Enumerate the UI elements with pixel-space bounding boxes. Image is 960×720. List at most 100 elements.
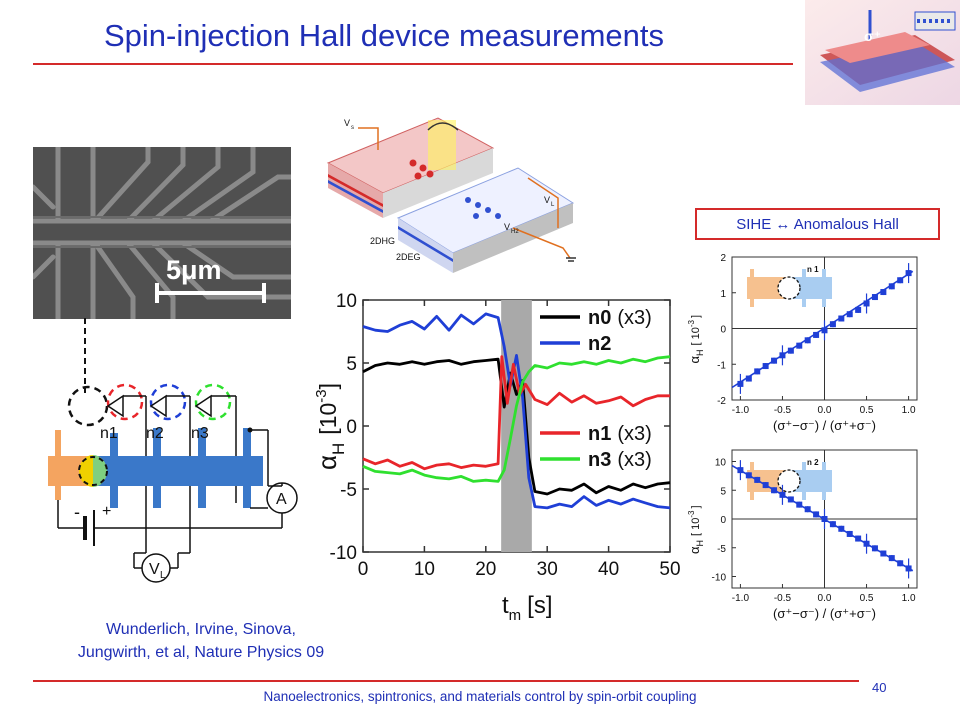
device-3d-illustration: V s V L V H2 2DHG 2DEG [326, 117, 576, 273]
vh2-subscript: H2 [511, 229, 519, 235]
probe-circle-n3 [194, 383, 232, 421]
scatter-x-tick-1-0.5: 0.5 [860, 405, 874, 416]
data-point [855, 306, 862, 313]
series-line-n0 [362, 357, 671, 496]
vl-subscript: L [551, 202, 555, 208]
data-point [888, 555, 895, 562]
vs-label: V [344, 118, 350, 128]
data-point [754, 368, 761, 375]
main-ylabel-exponent: -3 [313, 389, 330, 402]
x-tick-label-20: 20 [475, 559, 496, 580]
scatter-chart-n2: n 2 -1.0 -0.5 0.0 0.5 1.0 10 5 0 -5 -10 αH[ 10-3] (σ… [687, 449, 918, 621]
data-point [779, 352, 786, 359]
inset-injection-region-2 [747, 470, 787, 492]
main-ylabel-close: ] [315, 383, 341, 389]
sihe-anomalous-hall-box: SIHE ↔ Anomalous Hall [695, 208, 940, 240]
footer-text: Nanoelectronics, spintronics, and materi… [263, 689, 697, 704]
data-point [787, 347, 794, 354]
scatter-y-tick-1-0: 0 [720, 325, 726, 336]
scatter-x-tick-2--0.5: -0.5 [774, 593, 792, 604]
scatter-xlabel-1: (σ⁺−σ⁻) / (σ⁺+σ⁻) [773, 418, 876, 433]
scatter-x-tick-1-0.0: 0.0 [818, 405, 832, 416]
scatter-y-tick-2-0: 0 [720, 515, 726, 526]
inset-injection-region-1 [747, 277, 787, 299]
data-point [897, 560, 904, 567]
scatter-y-tick-1--2: -2 [717, 396, 726, 407]
data-point [855, 535, 862, 542]
page-number: 40 [872, 680, 887, 695]
scatter-ylabel-2: αH[ 10-3] [687, 505, 705, 554]
main-xlabel-unit: [s] [527, 592, 552, 619]
data-point [846, 530, 853, 537]
probe-label-n2: n2 [146, 425, 164, 442]
svg-text:αH[ 10-3]: αH[ 10-3] [687, 315, 705, 364]
data-point [796, 342, 803, 349]
probe-circle-n1 [106, 383, 144, 421]
x-tick-label-10: 10 [414, 559, 435, 580]
data-point [737, 380, 744, 387]
data-point [871, 294, 878, 301]
scatter-x-tick-2-1.0: 1.0 [902, 593, 916, 604]
svg-text:αH[10-3]: αH [10-3] [312, 383, 348, 470]
probe-label-n1: n1 [100, 425, 118, 442]
data-point [829, 321, 836, 328]
probe-label-n3: n3 [191, 425, 209, 442]
probe-circle-n2 [149, 383, 187, 421]
y-tick-label-10: 10 [336, 291, 357, 312]
inset-spot-2 [777, 469, 801, 493]
2deg-label: 2DEG [396, 252, 421, 262]
sem-micrograph: 5μm [33, 147, 291, 319]
y-tick-label-0: 0 [346, 417, 357, 438]
inset-spot-1 [777, 276, 801, 300]
inset-label-1: n 1 [807, 265, 819, 274]
data-point [796, 501, 803, 508]
y-tick-label--5: -5 [340, 480, 357, 501]
data-point [863, 540, 870, 547]
data-point [737, 467, 744, 474]
data-point [888, 283, 895, 290]
data-point [762, 363, 769, 370]
main-xlabel: tm [s] [502, 592, 553, 624]
legend-label-n0: n0 (x3) [588, 307, 652, 329]
scatter-x-tick-2-0.0: 0.0 [818, 593, 832, 604]
scatter-x-tick-1-1.0: 1.0 [902, 405, 916, 416]
scatter-x-tick-1--1.0: -1.0 [732, 405, 750, 416]
data-point [813, 511, 820, 518]
battery-minus-label: - [74, 502, 80, 522]
scatter-x-tick-2-0.5: 0.5 [860, 593, 874, 604]
scatter-y-tick-2--10: -10 [712, 573, 727, 584]
x-tick-label-50: 50 [659, 559, 680, 580]
data-point [905, 270, 912, 277]
legend-label-n1: n1 (x3) [588, 423, 652, 445]
data-point [745, 472, 752, 479]
data-point [771, 357, 778, 364]
data-point [897, 277, 904, 284]
corner-sigma-label: σ⁺ [864, 28, 881, 44]
data-point [821, 327, 828, 334]
data-point [779, 491, 786, 498]
main-xlabel-symbol: t [502, 592, 509, 619]
data-point [880, 550, 887, 557]
sem-wires [33, 147, 291, 319]
scatter-xlabel-2: (σ⁺−σ⁻) / (σ⁺+σ⁻) [773, 606, 876, 621]
scatter-chart-n1: n 1 -1.0 -0.5 0.0 0.5 1.0 2 1 0 -1 -2 αH[ 10-3] (σ⁺−… [687, 253, 918, 433]
series-line-n3 [362, 355, 671, 483]
scatter-y-tick-2-5: 5 [720, 486, 726, 497]
data-point [771, 487, 778, 494]
data-point [838, 525, 845, 532]
main-ylabel: αH [10-3] [312, 383, 348, 470]
series-line-n1 [362, 355, 670, 471]
y-tick-label--10: -10 [330, 543, 357, 564]
data-point [846, 311, 853, 318]
data-point [880, 289, 887, 296]
vh2-label: V [504, 222, 510, 232]
legend-label-n3: n3 (x3) [588, 449, 652, 471]
sihe-label: SIHE ↔ Anomalous Hall [736, 215, 899, 233]
scatter-y-tick-1-1: 1 [720, 289, 726, 300]
data-point [905, 565, 912, 572]
vl-label: V [544, 195, 550, 205]
data-point [863, 300, 870, 307]
data-point [787, 496, 794, 503]
title-underline [33, 63, 793, 65]
data-point [838, 315, 845, 322]
